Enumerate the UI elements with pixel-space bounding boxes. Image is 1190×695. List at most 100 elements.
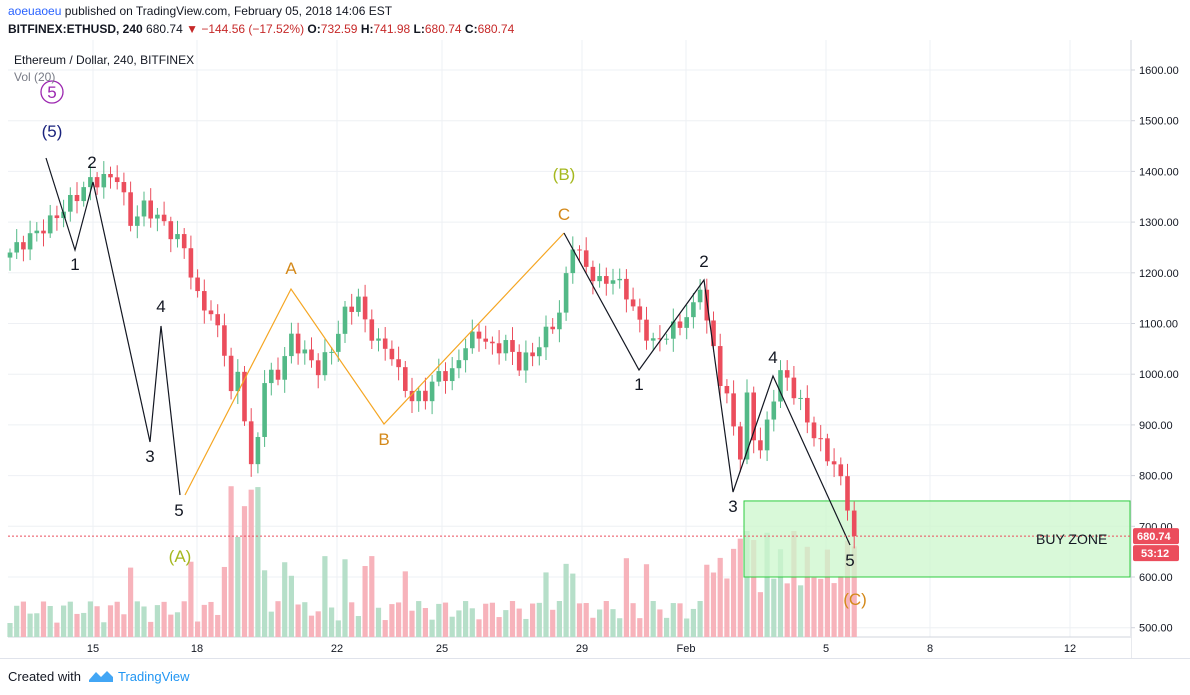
volume-bar <box>308 615 315 637</box>
volume-bar <box>396 602 402 637</box>
volume-bar <box>362 566 368 637</box>
impulse-wave-c-path <box>563 232 851 546</box>
wave-label: 1 <box>634 375 643 394</box>
volume-bar <box>570 573 576 637</box>
candle-body <box>376 338 381 341</box>
volume-bar <box>94 606 100 637</box>
volume-bar <box>81 612 87 637</box>
volume-bar <box>543 572 549 637</box>
volume-bar <box>791 531 797 637</box>
price-tick-label: 1000.00 <box>1139 369 1179 381</box>
author-link[interactable]: aoeuaoeu <box>8 4 62 18</box>
volume-bars <box>7 486 857 637</box>
volume-bar <box>657 609 663 637</box>
candle-body <box>577 249 582 251</box>
buy-zone-box[interactable] <box>743 500 1131 578</box>
candle-body <box>329 351 334 353</box>
price-axis[interactable]: 1600.00 1500.00 1400.00 1300.00 1200.00 1100.… <box>1130 40 1190 658</box>
candle-body <box>208 310 214 315</box>
candle-body <box>68 194 73 212</box>
wave-label: C <box>558 205 570 224</box>
candle-body <box>637 306 643 320</box>
last-price: 680.74 <box>146 22 183 36</box>
candle-body <box>289 333 294 357</box>
candle-body <box>54 215 60 219</box>
volume-bar <box>463 601 469 637</box>
candle-body <box>128 192 133 226</box>
volume-bar <box>275 601 281 637</box>
volume-bar <box>148 621 154 637</box>
candle-body <box>27 233 33 250</box>
wave-label: 5 <box>174 501 183 520</box>
volume-bar <box>342 559 348 637</box>
volume-bar <box>597 609 603 637</box>
volume-bar <box>563 563 569 637</box>
candle-body <box>443 371 448 382</box>
volume-bar <box>27 613 33 637</box>
price-tick-label: 600.00 <box>1139 572 1173 584</box>
volume-bar <box>268 611 274 637</box>
candle-body <box>664 338 669 340</box>
published-text: published on TradingView.com, February 0… <box>64 4 393 18</box>
open-label: O: <box>307 22 321 36</box>
candle-body <box>262 383 267 437</box>
candle-body <box>784 370 790 378</box>
candle-body <box>242 371 247 422</box>
volume-bar <box>442 602 449 637</box>
volume-bar <box>811 577 817 637</box>
wave-label: 3 <box>145 447 154 466</box>
candle-body <box>101 173 107 188</box>
time-tick-label: 25 <box>436 643 448 655</box>
volume-bar <box>637 618 643 637</box>
candle-body <box>530 352 535 357</box>
low-value: 680.74 <box>424 22 462 36</box>
high-label: H: <box>360 22 374 36</box>
volume-bar <box>195 621 201 637</box>
volume-bar <box>14 605 20 637</box>
candle-body <box>456 360 462 369</box>
candle-body <box>758 440 763 451</box>
last-price-tag <box>1133 528 1179 545</box>
wave-label: 4 <box>156 297 165 316</box>
price-tick-label: 800.00 <box>1139 471 1173 483</box>
tradingview-brand-link[interactable]: TradingView <box>118 669 190 684</box>
tradingview-logo-icon[interactable] <box>88 668 114 684</box>
volume-bar <box>154 605 160 637</box>
volume-bar <box>288 575 294 637</box>
volume-bar <box>449 616 455 637</box>
candle-body <box>188 248 194 278</box>
wave-paths <box>45 157 851 546</box>
candle-body <box>731 393 736 427</box>
candle-body <box>825 438 830 462</box>
candle-body <box>235 371 241 392</box>
candle-body <box>510 340 515 352</box>
wave-label: 2 <box>87 153 96 172</box>
candle-body <box>41 230 46 234</box>
wave-circle-icon <box>40 80 64 104</box>
time-axis[interactable]: 15 18 22 25 29 Feb 5 8 12 <box>0 638 1131 658</box>
candle-body <box>650 338 656 341</box>
last-price-tag-text: 680.74 <box>1137 531 1172 543</box>
candle-body <box>21 242 26 250</box>
volume-bar <box>228 486 234 637</box>
volume-bar <box>664 617 670 637</box>
candle-body <box>14 242 19 253</box>
volume-bar <box>221 566 227 637</box>
volume-bar <box>489 602 495 637</box>
volume-bar <box>107 605 114 637</box>
candle-body <box>590 266 596 282</box>
price-tick-label: 900.00 <box>1139 420 1173 432</box>
candle-body <box>744 392 750 460</box>
candle-body <box>597 276 602 282</box>
volume-bar <box>590 617 596 637</box>
candle-body <box>838 464 844 477</box>
volume-bar <box>818 578 824 637</box>
abc-correction-path <box>184 232 565 496</box>
candle-body <box>309 349 314 361</box>
volume-bar <box>503 610 509 637</box>
candle-body <box>215 314 220 326</box>
candle-body <box>543 326 549 348</box>
candle-body <box>168 221 174 240</box>
wave-label: (A) <box>169 547 192 566</box>
